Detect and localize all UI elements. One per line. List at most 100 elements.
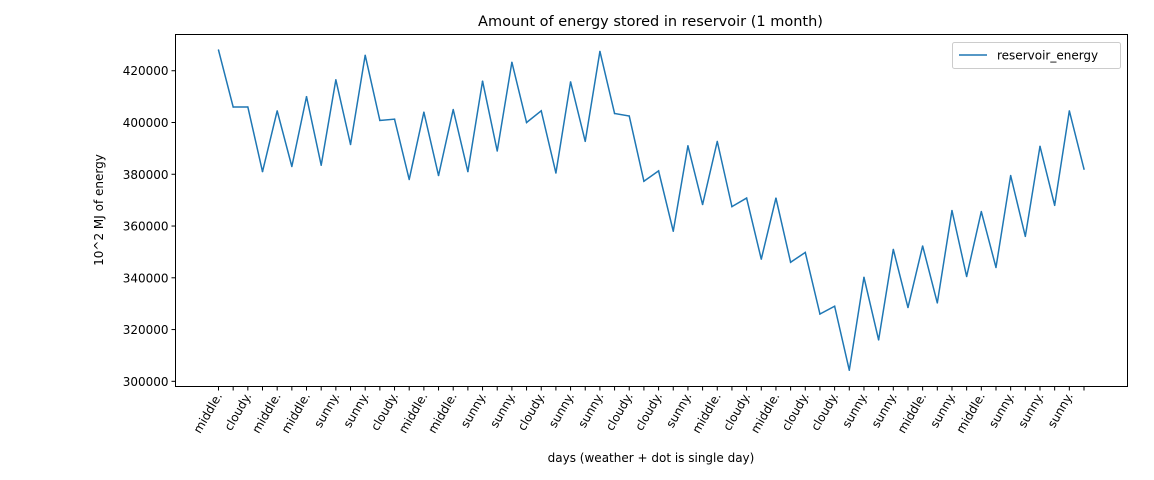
data-point [452,108,454,111]
data-point [701,203,704,206]
data-point [364,54,366,56]
data-point [687,145,689,147]
data-point [936,302,939,304]
data-point [320,164,322,166]
x-axis-ticks: middle.cloudy.middle.middle.sunny.sunny.… [191,386,1085,436]
data-point [1024,235,1027,238]
data-point [437,174,440,177]
data-point [217,49,220,51]
data-point [731,205,733,208]
legend-box [952,42,1121,69]
x-tick-label: cloudy. [603,390,636,433]
data-point [496,150,498,152]
data-point [555,172,557,174]
data-point [1039,145,1041,148]
data-point [1068,110,1071,112]
data-point [877,339,880,341]
x-tick-label: middle. [748,390,783,436]
x-tick-label: cloudy. [779,390,812,433]
y-axis-label: 10^2 MJ of energy [92,154,106,266]
x-tick-label: sunny. [487,390,518,430]
data-point [951,209,953,212]
data-point [335,79,337,81]
data-point [921,245,924,247]
data-point [1009,174,1012,177]
plot-area-frame [175,34,1128,387]
legend-label-reservoir-energy: reservoir_energy [997,49,1098,63]
y-tick-label: 420000 [123,64,169,78]
data-point [423,111,425,113]
x-tick-label: sunny. [458,390,489,430]
x-tick-label: middle. [279,390,314,436]
y-tick-label: 300000 [123,375,169,389]
data-point [511,61,513,63]
chart-title: Amount of energy stored in reservoir (1 … [478,14,823,30]
data-point [760,258,763,260]
x-tick-label: sunny. [869,390,900,430]
series-line-reservoir-energy [217,49,1085,371]
x-tick-label: sunny. [575,390,606,430]
y-axis-ticks: 300000 320000 340000 360000 380000 400000 4200… [123,64,176,389]
data-point [848,369,851,371]
x-tick-label: middle. [425,390,460,436]
y-tick-label: 340000 [123,271,169,285]
x-tick-label: sunny. [1045,390,1076,430]
data-point [291,165,293,168]
data-point [819,313,821,315]
data-point [657,170,660,172]
data-point [569,81,572,83]
data-point [965,275,968,278]
data-point [379,119,381,122]
x-tick-label: sunny. [311,390,342,430]
x-tick-label: sunny. [663,390,694,430]
data-point [745,197,748,199]
data-point [995,266,997,269]
data-point [481,80,484,82]
data-point [716,140,719,143]
data-point [584,140,586,143]
data-point [599,50,601,53]
data-point [276,110,278,112]
x-tick-label: sunny. [1015,390,1046,430]
data-point [1083,168,1085,170]
y-tick-label: 360000 [123,220,169,234]
data-point [613,112,616,115]
x-tick-label: cloudy. [808,390,841,433]
data-point [408,178,410,181]
data-point [789,261,792,264]
x-tick-label: middle. [689,390,724,436]
x-tick-label: middle. [191,390,226,436]
data-point [305,95,308,98]
data-point [643,180,645,183]
legend: reservoir_energy [952,42,1121,69]
data-point [393,118,396,120]
x-tick-label: sunny. [839,390,870,430]
data-point [467,170,469,173]
data-point [628,115,630,117]
data-point [525,121,528,124]
x-tick-label: cloudy. [515,390,548,433]
data-point [232,106,234,108]
x-tick-label: sunny. [986,390,1017,430]
x-tick-label: sunny. [927,390,958,430]
x-tick-label: cloudy. [632,390,665,433]
x-tick-label: middle. [953,390,988,436]
data-point [907,306,909,309]
data-point [1053,204,1056,207]
y-tick-label: 320000 [123,323,169,337]
data-point [892,248,895,251]
data-point [863,276,865,279]
data-point [247,106,249,108]
x-axis-label: days (weather + dot is single day) [548,451,755,465]
data-point [349,143,352,146]
y-tick-label: 400000 [123,116,169,130]
data-point [775,197,777,199]
data-point [540,110,542,112]
x-tick-label: sunny. [546,390,577,430]
y-tick-label: 380000 [123,168,169,182]
data-point [672,230,675,232]
data-point [804,251,807,254]
series-layer [217,49,1085,371]
x-tick-label: middle. [895,390,930,436]
